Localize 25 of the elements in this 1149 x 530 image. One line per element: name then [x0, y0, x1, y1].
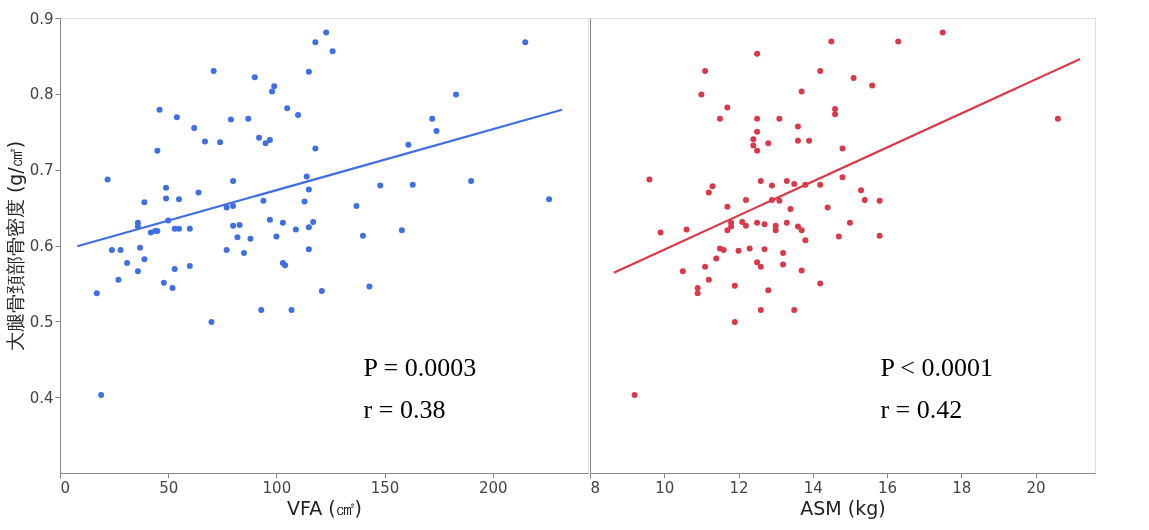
x-tick-label: 18 — [952, 478, 972, 497]
x-axis-title: VFA (㎠) — [286, 496, 363, 519]
x-tick-label: 100 — [262, 478, 292, 497]
y-tick-label: 0.5 — [29, 312, 54, 331]
annotation: r = 0.42 — [880, 395, 963, 425]
annotation: P = 0.0003 — [363, 353, 477, 383]
annotation: r = 0.38 — [363, 395, 446, 425]
y-tick-label: 0.7 — [29, 161, 54, 180]
x-tick-label: 20 — [1026, 478, 1046, 497]
y-tick-label: 0.4 — [29, 388, 54, 407]
x-tick-label: 12 — [729, 478, 749, 497]
y-tick-label: 0.9 — [29, 9, 54, 28]
x-tick-label: 150 — [370, 478, 400, 497]
x-tick-label: 8 — [590, 478, 601, 497]
y-axis-title: 大腿骨頚部骨密度 (g/㎠) — [3, 140, 26, 352]
y-tick-label: 0.6 — [29, 237, 54, 255]
x-tick-label: 200 — [478, 478, 508, 497]
x-tick-label: 0 — [60, 478, 71, 497]
x-axis-title: ASM (kg) — [800, 496, 886, 519]
y-tick-label: 0.8 — [29, 85, 54, 104]
annotation: P < 0.0001 — [880, 353, 994, 383]
x-tick-label: 16 — [878, 478, 898, 497]
x-tick-label: 14 — [803, 478, 823, 497]
x-tick-label: 50 — [159, 478, 179, 497]
x-tick-label: 10 — [655, 478, 675, 497]
